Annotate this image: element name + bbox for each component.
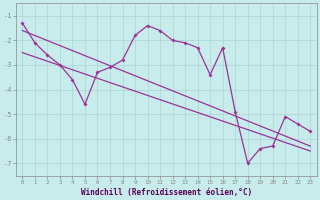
X-axis label: Windchill (Refroidissement éolien,°C): Windchill (Refroidissement éolien,°C) <box>81 188 252 197</box>
